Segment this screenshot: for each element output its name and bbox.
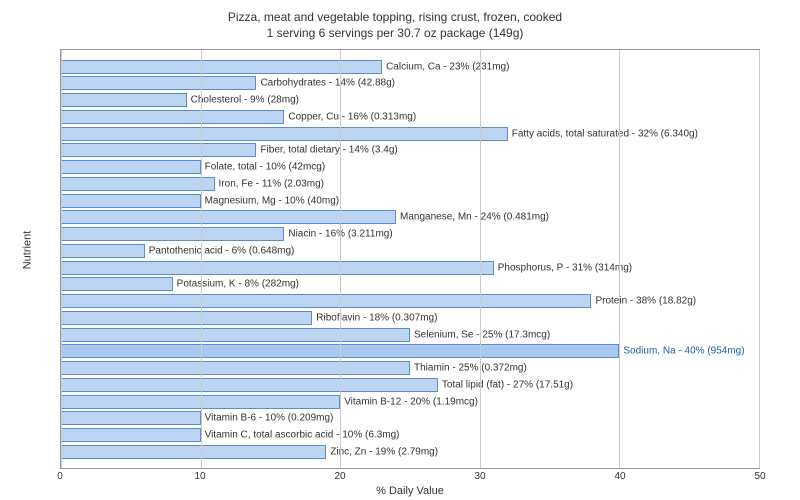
bar-label: Copper, Cu - 16% (0.313mg) [288,111,416,122]
bar-label: Protein - 38% (18.82g) [595,296,696,307]
x-tick: 0 [57,471,63,482]
bar [61,93,187,107]
bar-row: Iron, Fe - 11% (2.03mg) [61,176,759,192]
bar-row: Sodium, Na - 40% (954mg) [61,343,759,359]
bar [61,411,201,425]
bar-row: Thiamin - 25% (0.372mg) [61,360,759,376]
x-tick: 40 [614,471,625,482]
bar-row: Phosphorus, P - 31% (314mg) [61,260,759,276]
bar-label: Pantothenic acid - 6% (0.648mg) [149,245,295,256]
bar-row: Selenium, Se - 25% (17.3mcg) [61,327,759,343]
bar [61,277,173,291]
plot-area: Calcium, Ca - 23% (231mg) Carbohydrates -… [60,49,760,469]
bar [61,328,410,342]
bar-row: Protein - 38% (18.82g) [61,293,759,309]
bar-row: Pantothenic acid - 6% (0.648mg) [61,243,759,259]
bar-row: Manganese, Mn - 24% (0.481mg) [61,209,759,225]
bar [61,378,438,392]
bar [61,311,312,325]
bar-row: Vitamin B-12 - 20% (1.19mcg) [61,394,759,410]
bar-label: Magnesium, Mg - 10% (40mg) [205,195,340,206]
grid-line [340,50,341,468]
bar-label: Vitamin B-6 - 10% (0.209mg) [205,413,334,424]
bar [61,227,284,241]
x-tick: 10 [194,471,205,482]
bar [61,177,215,191]
bar [61,60,382,74]
bar-row: Magnesium, Mg - 10% (40mg) [61,193,759,209]
grid-line [480,50,481,468]
bar-row: Copper, Cu - 16% (0.313mg) [61,109,759,125]
bar [61,294,591,308]
bar-label: Phosphorus, P - 31% (314mg) [498,262,632,273]
x-tick: 50 [754,471,765,482]
bar-row: Vitamin B-6 - 10% (0.209mg) [61,410,759,426]
bar-row: Cholesterol - 9% (28mg) [61,92,759,108]
bar-label: Fiber, total dietary - 14% (3.4g) [260,145,397,156]
bar [61,210,396,224]
bar-row: Riboflavin - 18% (0.307mg) [61,310,759,326]
bar [61,160,201,174]
bar-label: Potassium, K - 8% (282mg) [177,279,299,290]
bar [61,194,201,208]
y-axis-label: Nutrient [21,231,33,270]
bar-label: Carbohydrates - 14% (42.88g) [260,78,395,89]
bar-row: Calcium, Ca - 23% (231mg) [61,59,759,75]
grid-line [759,50,760,468]
bar [61,76,256,90]
bar-label: Folate, total - 10% (42mcg) [205,162,326,173]
bar [61,127,508,141]
bar-label: Selenium, Se - 25% (17.3mcg) [414,329,550,340]
bar [61,428,201,442]
bar-label: Calcium, Ca - 23% (231mg) [386,61,509,72]
bar-label: Manganese, Mn - 24% (0.481mg) [400,212,549,223]
bar-label: Thiamin - 25% (0.372mg) [414,363,527,374]
bar [61,261,494,275]
bars-container: Calcium, Ca - 23% (231mg) Carbohydrates -… [61,58,759,460]
bar-row: Fiber, total dietary - 14% (3.4g) [61,142,759,158]
bar-row: Folate, total - 10% (42mcg) [61,159,759,175]
x-tick: 20 [334,471,345,482]
bar [61,445,326,459]
bar-label: Zinc, Zn - 19% (2.79mg) [330,446,438,457]
bar-label: Cholesterol - 9% (28mg) [191,95,299,106]
bar-label: Vitamin C, total ascorbic acid - 10% (6.… [205,430,400,441]
x-axis-label: % Daily Value [60,485,760,497]
x-axis: 01020304050 [60,469,760,483]
bar-label: Total lipid (fat) - 27% (17.51g) [442,379,573,390]
bar [61,110,284,124]
bar-label: Vitamin B-12 - 20% (1.19mcg) [344,396,478,407]
grid-line [619,50,620,468]
bar-row: Potassium, K - 8% (282mg) [61,276,759,292]
bar-row: Total lipid (fat) - 27% (17.51g) [61,377,759,393]
bar [61,361,410,375]
bar-row: Niacin - 16% (3.211mg) [61,226,759,242]
bar [61,143,256,157]
title-line-1: Pizza, meat and vegetable topping, risin… [10,10,780,26]
nutrient-chart: Pizza, meat and vegetable topping, risin… [0,0,800,500]
bar-row: Carbohydrates - 14% (42.88g) [61,75,759,91]
title-line-2: 1 serving 6 servings per 30.7 oz package… [10,26,780,42]
x-tick: 30 [474,471,485,482]
chart-title: Pizza, meat and vegetable topping, risin… [10,10,780,41]
bar-row: Zinc, Zn - 19% (2.79mg) [61,444,759,460]
bar-row: Fatty acids, total saturated - 32% (6.34… [61,126,759,142]
bar [61,244,145,258]
grid-line [201,50,202,468]
bar-label: Iron, Fe - 11% (2.03mg) [219,178,324,189]
bar-label: Sodium, Na - 40% (954mg) [623,346,744,357]
bar-label: Riboflavin - 18% (0.307mg) [316,312,437,323]
grid-line [61,50,62,468]
bar-label: Fatty acids, total saturated - 32% (6.34… [512,128,698,139]
bar-row: Vitamin C, total ascorbic acid - 10% (6.… [61,427,759,443]
